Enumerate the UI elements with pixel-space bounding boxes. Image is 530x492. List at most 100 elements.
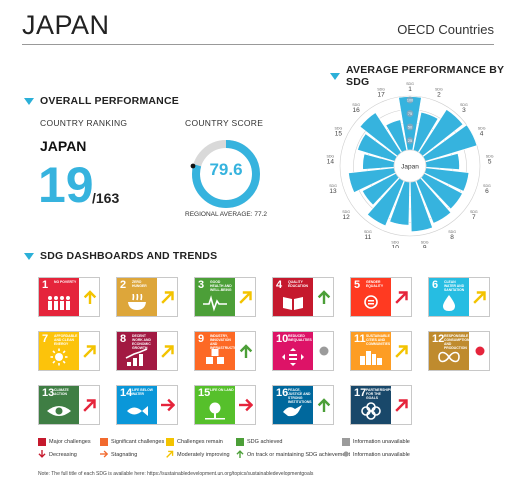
triangle-marker-icon xyxy=(24,97,34,105)
trend-moderate-icon xyxy=(395,290,409,304)
trend-moderate-icon xyxy=(395,344,409,358)
sdg-tile-10: 10 Reduced inequalities xyxy=(272,331,334,371)
sdg-number: 16 xyxy=(276,387,289,399)
sdg-name: Decent work and economic growth xyxy=(132,334,151,350)
sdg-tile-8: 8 Decent work and economic growth xyxy=(116,331,178,371)
trend-unavailable-icon xyxy=(473,344,487,358)
sdg-tile-14: 14 Life below water xyxy=(116,385,178,425)
radar-axis-prefix: SDG xyxy=(364,230,372,234)
overall-performance-heading: OVERALL PERFORMANCE xyxy=(24,95,179,107)
radar-grid-ring xyxy=(339,95,481,237)
radar-axis-prefix: SDG xyxy=(377,87,385,91)
legend-trend-label: Stagnating xyxy=(111,452,138,458)
sdg-name: No poverty xyxy=(54,280,77,284)
equality-icon xyxy=(280,348,306,366)
sdg-icon-block: 12 Responsible consumption and production xyxy=(429,332,469,370)
radar-axis-prefix: SDG xyxy=(421,241,429,245)
sdg-tile-1: 1 No poverty xyxy=(38,277,100,317)
triangle-marker-icon xyxy=(330,72,340,80)
sdg-icon-block: 10 Reduced inequalities xyxy=(273,332,313,370)
country-score: 79.6 xyxy=(209,160,243,179)
radar-axis-label-sdg-12: 12 xyxy=(343,214,351,221)
triangle-marker-icon xyxy=(24,252,34,260)
radar-axis-prefix: SDG xyxy=(448,230,456,234)
bowl-icon xyxy=(124,293,150,312)
regional-average-marker xyxy=(190,163,196,169)
radar-axis-label-sdg-4: 4 xyxy=(480,130,484,137)
sdg-number: 11 xyxy=(354,333,366,345)
sdg-icon-block: 7 Affordable and clean energy xyxy=(39,332,79,370)
sdg-icon-block: 8 Decent work and economic growth xyxy=(117,332,157,370)
legend-swatch xyxy=(236,438,244,446)
legend-swatch xyxy=(38,438,46,446)
radar-axis-label-sdg-16: 16 xyxy=(352,107,360,114)
heartbeat-icon xyxy=(202,294,228,312)
sdg-name: Affordable and clean energy xyxy=(54,334,78,346)
sdg-icon-block: 1 No poverty xyxy=(39,278,79,316)
sdg-tile-17: 17 Partnerships for the goals xyxy=(350,385,412,425)
legend-status-label: Significant challenges xyxy=(111,439,165,445)
sdg-icon-block: 5 Gender equality xyxy=(351,278,391,316)
regional-average: REGIONAL AVERAGE: 77.2 xyxy=(185,211,268,218)
radar-center xyxy=(393,149,427,183)
radar-axis-label-sdg-13: 13 xyxy=(329,188,337,195)
dashboards-title: SDG DASHBOARDS AND TRENDS xyxy=(40,250,218,262)
sdg-name: Life below water xyxy=(132,388,153,396)
overall-performance-title: OVERALL PERFORMANCE xyxy=(40,95,179,107)
trend-stagnating-icon xyxy=(160,398,176,412)
header-divider xyxy=(22,44,494,45)
cubes-icon xyxy=(202,348,228,366)
radar-axis-label-sdg-17: 17 xyxy=(377,91,385,98)
legend-status-item: Challenges remain xyxy=(166,438,223,446)
sdg-name: Peace, justice and strong institutions xyxy=(288,388,312,404)
score-gauge xyxy=(190,140,260,208)
sdg-icon-block: 4 Quality education xyxy=(273,278,313,316)
radar-axis-label-sdg-3: 3 xyxy=(462,107,466,114)
sdg-name: Industry, innovation and infrastructure xyxy=(210,334,242,350)
radar-axis-label-sdg-8: 8 xyxy=(450,234,454,241)
radar-axis-label-sdg-11: 11 xyxy=(365,234,372,241)
legend-trend-item: Moderately improving xyxy=(166,450,230,460)
country-score-label: COUNTRY SCORE xyxy=(185,118,264,128)
radar-axis-prefix: SDG xyxy=(460,103,468,107)
radar-scale-label: 75 xyxy=(408,112,412,116)
radar-axis-label-sdg-5: 5 xyxy=(488,159,492,166)
legend-status-label: Major challenges xyxy=(49,439,91,445)
radar-axis-prefix: SDG xyxy=(486,155,494,159)
sdg-number: 5 xyxy=(354,279,361,291)
sdg-icon-block: 14 Life below water xyxy=(117,386,157,424)
trend-moderate-icon xyxy=(83,344,97,358)
radar-axis-label-sdg-10: 10 xyxy=(392,245,400,248)
sdg-number: 13 xyxy=(42,387,55,399)
sdg-icon-block: 16 Peace, justice and strong institutions xyxy=(273,386,313,424)
legend-status-label: Challenges remain xyxy=(177,439,223,445)
trend-on-track-icon xyxy=(239,344,253,359)
sdg-icon-block: 6 Clean water and sanitation xyxy=(429,278,469,316)
sdg-tile-12: 12 Responsible consumption and production xyxy=(428,331,490,371)
radar-scale-dot xyxy=(406,123,414,131)
sdg-icon-block: 3 Good health and well-being xyxy=(195,278,235,316)
sdg-number: 9 xyxy=(198,333,205,345)
sdg-name: Responsible consumption and production xyxy=(444,334,470,350)
country-rank: 19 xyxy=(38,157,94,213)
rings-icon xyxy=(358,402,384,420)
trend-moderate-icon xyxy=(473,290,487,304)
sdg-icon-block: 13 Climate action xyxy=(39,386,79,424)
sdg-name: Good health and well-being xyxy=(210,280,232,292)
legend-swatch xyxy=(342,438,350,446)
radar-axis-prefix: SDG xyxy=(483,184,491,188)
sun-icon xyxy=(46,348,72,366)
gender-icon xyxy=(358,294,384,312)
trend-unavailable-icon xyxy=(342,450,350,460)
legend-trend-item: On track or maintaining SDG achievement xyxy=(236,450,350,460)
dashboards-heading: SDG DASHBOARDS AND TRENDS xyxy=(24,250,217,262)
radar-scale-label: 100 xyxy=(407,99,413,103)
trend-moderate-icon xyxy=(395,398,409,412)
sdg-icon-block: 11 Sustainable cities and communities xyxy=(351,332,391,370)
tree-icon xyxy=(202,402,228,420)
sdg-number: 3 xyxy=(198,279,205,291)
sdg-number: 15 xyxy=(198,387,211,399)
sdg-number: 6 xyxy=(432,279,439,291)
sdg-tile-5: 5 Gender equality xyxy=(350,277,412,317)
